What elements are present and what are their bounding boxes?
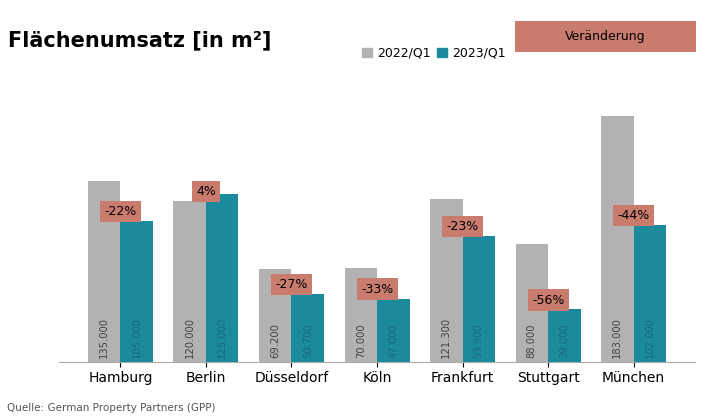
Text: 39.000: 39.000 <box>559 324 569 358</box>
Bar <box>206 194 239 362</box>
Text: 102.000: 102.000 <box>645 317 655 358</box>
Bar <box>633 225 666 362</box>
Text: 69.200: 69.200 <box>271 323 280 358</box>
Text: 125.000: 125.000 <box>217 317 227 358</box>
Bar <box>601 116 633 362</box>
Text: 135.000: 135.000 <box>99 317 109 358</box>
Bar <box>88 181 121 362</box>
Bar <box>515 244 548 362</box>
Text: -56%: -56% <box>532 294 564 306</box>
Text: 50.700: 50.700 <box>302 324 312 358</box>
Text: 47.000: 47.000 <box>388 324 398 358</box>
Text: -33%: -33% <box>361 283 393 296</box>
Text: 4%: 4% <box>196 185 216 198</box>
Legend: 2022/Q1, 2023/Q1: 2022/Q1, 2023/Q1 <box>357 42 510 65</box>
Text: 121.300: 121.300 <box>442 317 452 358</box>
Bar <box>430 199 462 362</box>
Text: -23%: -23% <box>447 220 479 233</box>
Bar <box>548 309 581 362</box>
Bar <box>377 299 410 362</box>
Text: -44%: -44% <box>618 209 650 222</box>
Text: 93.900: 93.900 <box>474 324 484 358</box>
Bar <box>344 268 377 362</box>
Text: 105.000: 105.000 <box>131 317 142 358</box>
Text: 88.000: 88.000 <box>527 324 537 358</box>
Bar <box>121 221 153 362</box>
Text: Quelle: German Property Partners (GPP): Quelle: German Property Partners (GPP) <box>7 403 216 413</box>
Text: Veränderung: Veränderung <box>565 30 645 43</box>
Text: 183.000: 183.000 <box>612 317 623 358</box>
Text: -22%: -22% <box>104 205 136 218</box>
Text: 70.000: 70.000 <box>356 324 366 358</box>
Bar <box>462 236 495 362</box>
Bar <box>292 294 324 362</box>
Bar <box>173 201 206 362</box>
Text: -27%: -27% <box>275 278 307 291</box>
Text: Flächenumsatz [in m²]: Flächenumsatz [in m²] <box>8 30 271 50</box>
Bar <box>259 269 292 362</box>
Text: 120.000: 120.000 <box>185 317 195 358</box>
